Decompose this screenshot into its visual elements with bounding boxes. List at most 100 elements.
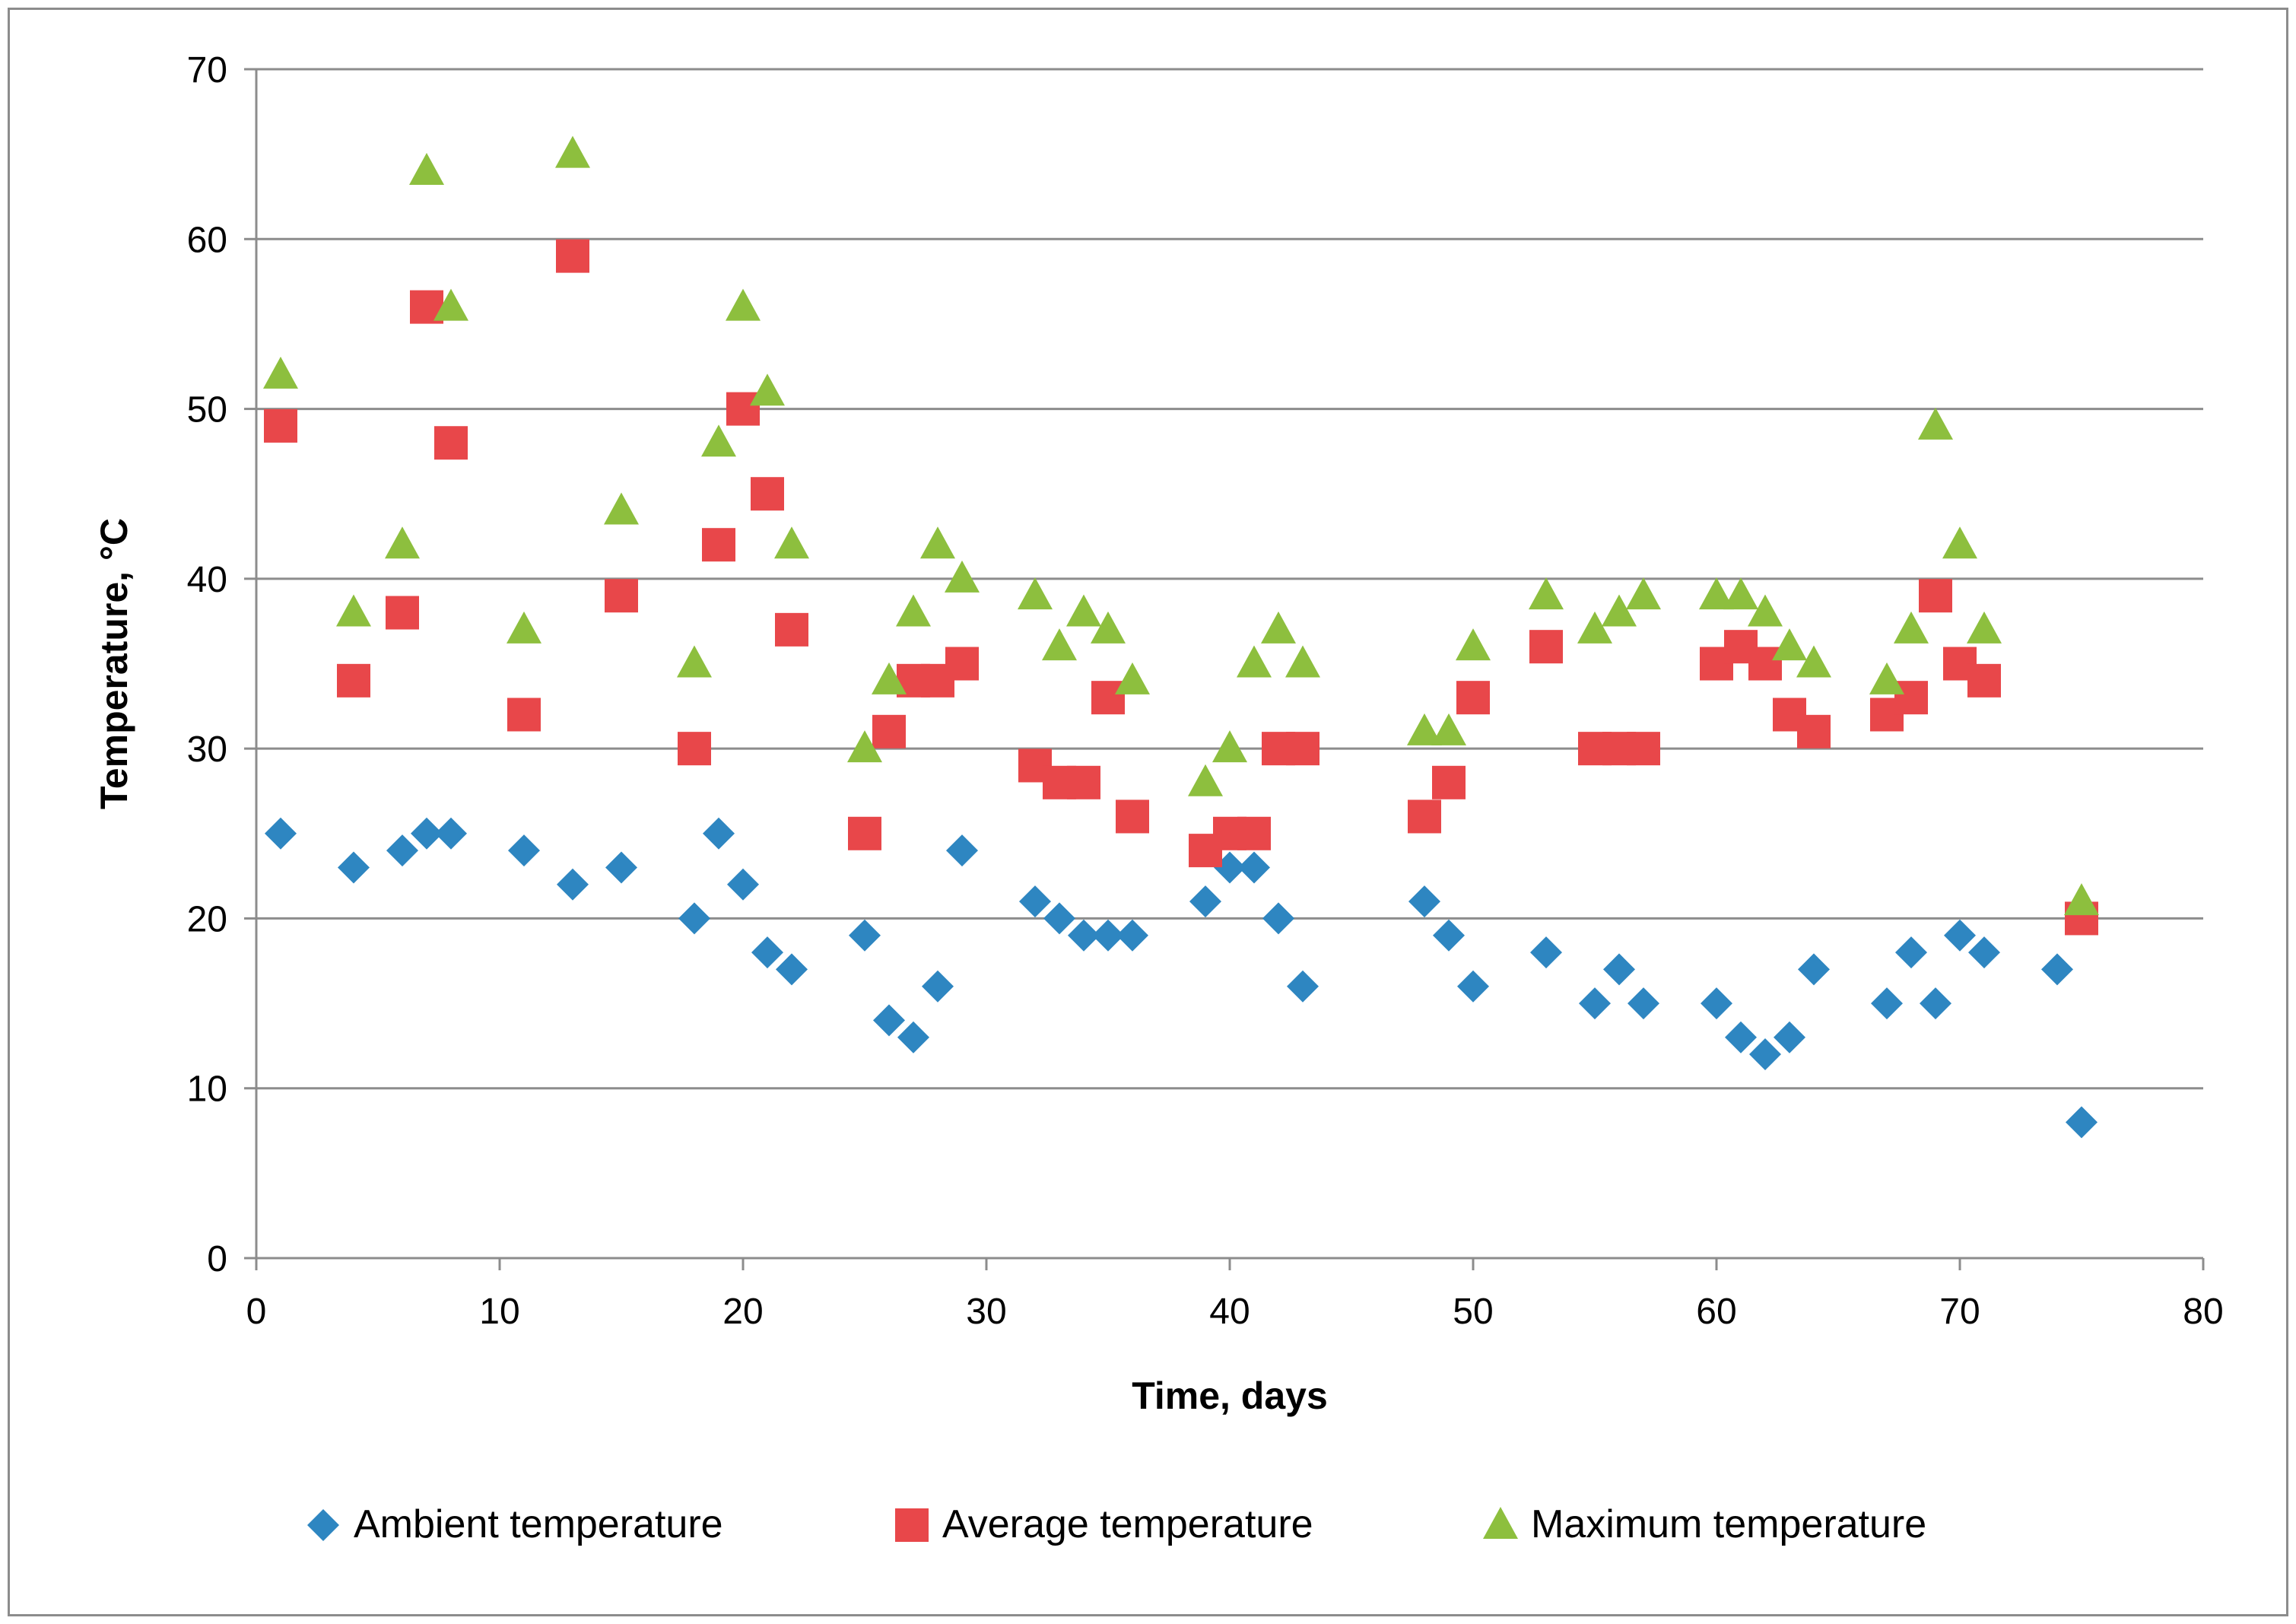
data-point [1262,902,1294,935]
data-point [1603,953,1635,986]
data-point [775,612,808,647]
legend-item: Ambient temperature [307,1502,723,1546]
data-point [435,817,467,850]
data-point [1748,594,1783,627]
data-point [1871,987,1903,1020]
series-diamond [265,817,2098,1139]
data-point [1068,919,1100,952]
data-point [507,611,541,644]
data-point [1456,628,1491,661]
data-point [1725,1021,1757,1054]
data-point [2066,1106,2098,1139]
data-point [1967,663,2001,698]
y-tick-label: 20 [187,899,227,939]
data-point [605,579,638,613]
legend-marker-triangle [1483,1507,1518,1539]
gridlines [256,68,2203,1090]
data-point [873,1004,905,1037]
x-tick-label: 10 [479,1292,519,1332]
data-point [726,288,761,321]
data-point [847,730,882,763]
data-point [1092,919,1124,952]
data-point [386,596,419,630]
data-point [1116,799,1149,834]
x-tick-label: 60 [1696,1292,1736,1332]
data-point [1432,765,1466,799]
data-point [1188,764,1223,796]
data-point [1237,816,1271,850]
chart-frame: 0 10 20 30 40 50 60 70 0 10 20 30 40 50 60 70 80 Time, d… [8,8,2288,1616]
data-point [1723,577,1758,610]
data-point [605,851,637,884]
y-tick-label: 60 [187,220,227,260]
data-point [337,663,370,698]
data-point [1626,577,1661,610]
data-point [1529,577,1564,610]
data-point [1116,919,1148,952]
data-point [1918,407,1953,440]
series-square [264,239,2098,936]
x-tick-label: 70 [1939,1292,1980,1332]
data-point [703,817,735,850]
x-tick-label: 0 [246,1292,267,1332]
data-point [1456,681,1490,715]
data-point [1919,579,1952,613]
data-point [896,594,931,627]
data-point [1408,885,1440,918]
data-point [1067,765,1100,799]
legend-marker-square [895,1508,929,1542]
x-tick-label: 40 [1209,1292,1250,1332]
data-point [922,970,954,1003]
data-point [897,1021,929,1054]
data-point [1431,713,1466,745]
data-point [556,239,589,273]
data-point [872,714,906,748]
data-point [1043,902,1075,935]
y-tick-label: 10 [187,1069,227,1110]
data-point [751,477,784,511]
data-point [263,356,298,389]
legend-item: Maximum temperature [1483,1502,1926,1546]
data-point [1628,987,1659,1020]
data-point [1286,732,1319,766]
data-point [750,373,785,406]
data-point [1968,936,2000,969]
data-point [1944,919,1976,952]
data-point [434,426,468,460]
y-tick-label: 40 [187,560,227,600]
data-point [1772,628,1807,661]
data-point [1774,1021,1805,1054]
y-tick-label: 70 [187,50,227,91]
data-point [385,526,420,559]
data-point [1457,970,1489,1003]
data-point [338,851,370,884]
data-point [265,817,297,850]
data-point [1237,645,1272,678]
legend-label: Average temperature [942,1502,1313,1546]
data-point [1627,732,1660,766]
data-point [1798,953,1830,986]
data-point [1797,714,1831,748]
data-point [1287,970,1319,1003]
data-point [677,645,712,678]
data-point [678,732,711,766]
data-point [1042,628,1077,661]
axes: 0 10 20 30 40 50 60 70 0 10 20 30 40 50 60 70 80 [187,50,2224,1332]
x-tick-label: 20 [722,1292,763,1332]
y-tick-label: 0 [207,1239,227,1279]
data-point [751,936,783,969]
data-point [1115,662,1150,694]
data-point [848,816,881,850]
x-tick-label: 30 [966,1292,1006,1332]
data-point [1019,885,1051,918]
data-point [555,135,590,168]
data-point [946,834,978,867]
scatter-chart: 0 10 20 30 40 50 60 70 0 10 20 30 40 50 60 70 80 Time, d… [93,50,2224,1546]
data-point [1869,662,1904,694]
data-point [264,408,297,443]
data-point [1579,987,1611,1020]
data-point [1091,611,1126,644]
series-triangle [263,135,2099,916]
data-point [1261,611,1296,644]
data-point [1189,885,1221,918]
